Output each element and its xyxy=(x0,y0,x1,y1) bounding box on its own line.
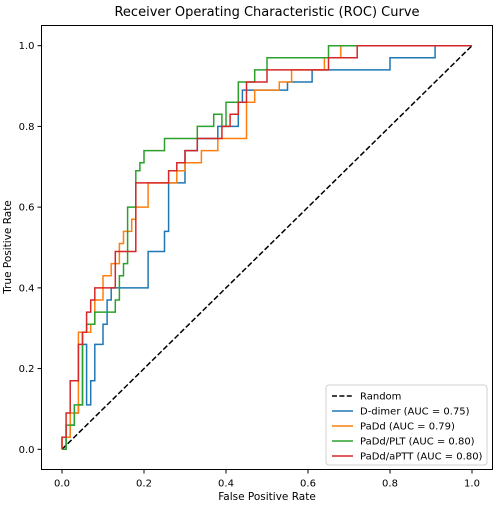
legend-label: D-dimer (AUC = 0.75) xyxy=(360,407,470,418)
y-axis-label: True Positive Rate xyxy=(2,200,14,295)
x-tick-label: 0.2 xyxy=(136,479,152,490)
x-tick-label: 1.0 xyxy=(464,479,480,490)
x-tick-label: 0.8 xyxy=(382,479,398,490)
y-tick-label: 0.6 xyxy=(19,203,35,214)
x-axis-label: False Positive Rate xyxy=(218,491,316,503)
x-tick-label: 0.6 xyxy=(300,479,316,490)
plot-area xyxy=(61,44,473,451)
roc-curve-3 xyxy=(61,44,472,450)
legend-label: PaDd (AUC = 0.79) xyxy=(360,422,455,433)
y-tick-label: 0.0 xyxy=(19,445,35,456)
plot-frame xyxy=(41,25,493,470)
x-tick-label: 0.4 xyxy=(218,479,234,490)
legend: Random D-dimer (AUC = 0.75) PaDd (AUC = 0.… xyxy=(325,384,488,466)
chart-title: Receiver Operating Characteristic (ROC) … xyxy=(114,5,419,20)
y-tick-label: 1.0 xyxy=(19,41,35,52)
legend-label: Random xyxy=(360,392,401,403)
legend-label: PaDd/PLT (AUC = 0.80) xyxy=(360,437,475,448)
y-tick-label: 0.4 xyxy=(19,283,35,294)
axis-ticks: 0.0 0.2 0.4 0.6 0.8 1.0 0.0 0.2 0.4 0.6 0.8 1.0 xyxy=(19,41,480,489)
y-tick-label: 0.2 xyxy=(19,364,35,375)
legend-box xyxy=(325,384,488,466)
legend-label: PaDd/aPTT (AUC = 0.80) xyxy=(360,452,483,463)
y-tick-label: 0.8 xyxy=(19,122,35,133)
x-tick-label: 0.0 xyxy=(54,479,70,490)
random-line xyxy=(61,45,473,450)
